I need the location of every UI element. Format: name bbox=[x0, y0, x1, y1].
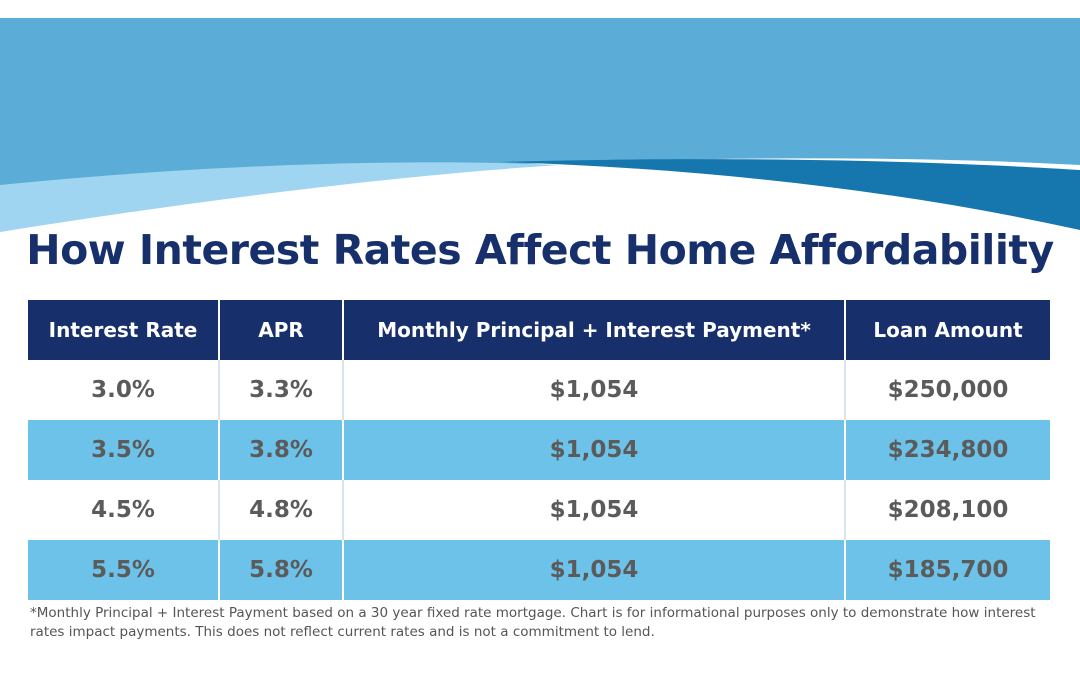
header-row: Interest Rate APR Monthly Principal + Inte… bbox=[28, 300, 1050, 360]
table-cell: 5.8% bbox=[220, 540, 344, 600]
header-cell: Interest Rate bbox=[28, 300, 220, 360]
rate-table: Interest Rate APR Monthly Principal + Inte… bbox=[28, 300, 1050, 600]
table-cell: 4.8% bbox=[220, 480, 344, 540]
table-row: 5.5% 5.8% $1,054 $185,700 bbox=[28, 540, 1050, 600]
table-cell: $250,000 bbox=[887, 377, 1009, 403]
table-row: 4.5% 4.8% $1,054 $208,100 bbox=[28, 480, 1050, 540]
table-cell: $208,100 bbox=[887, 497, 1009, 523]
table-cell: $1,054 bbox=[344, 420, 846, 480]
table-cell: 3.0% bbox=[28, 360, 220, 420]
footnote: *Monthly Principal + Interest Payment ba… bbox=[30, 605, 1036, 640]
table-cell: 3.5% bbox=[28, 420, 220, 480]
table-cell: $1,054 bbox=[344, 480, 846, 540]
header-waves bbox=[0, 18, 1080, 232]
title: How Interest Rates Affect Home Affordabi… bbox=[26, 226, 1054, 274]
header-cell: APR bbox=[220, 300, 344, 360]
table-row: 3.5% 3.8% $1,054 $234,800 bbox=[28, 420, 1050, 480]
table-row: 3.0% 3.3% $1,054 $250,000 bbox=[28, 360, 1050, 420]
table-cell: $234,800 bbox=[846, 420, 1050, 480]
header-cell: Monthly Principal + Interest Payment* bbox=[344, 300, 846, 360]
header-cell: Loan Amount bbox=[846, 300, 1050, 360]
table-cell: $1,054 bbox=[344, 360, 846, 420]
table-cell: 4.5% bbox=[28, 480, 220, 540]
table-cell: 3.8% bbox=[220, 420, 344, 480]
table-cell: 5.5% bbox=[28, 540, 220, 600]
table-cell: $185,700 bbox=[846, 540, 1050, 600]
table-cell: 3.3% bbox=[220, 360, 344, 420]
table-cell: $1,054 bbox=[344, 540, 846, 600]
